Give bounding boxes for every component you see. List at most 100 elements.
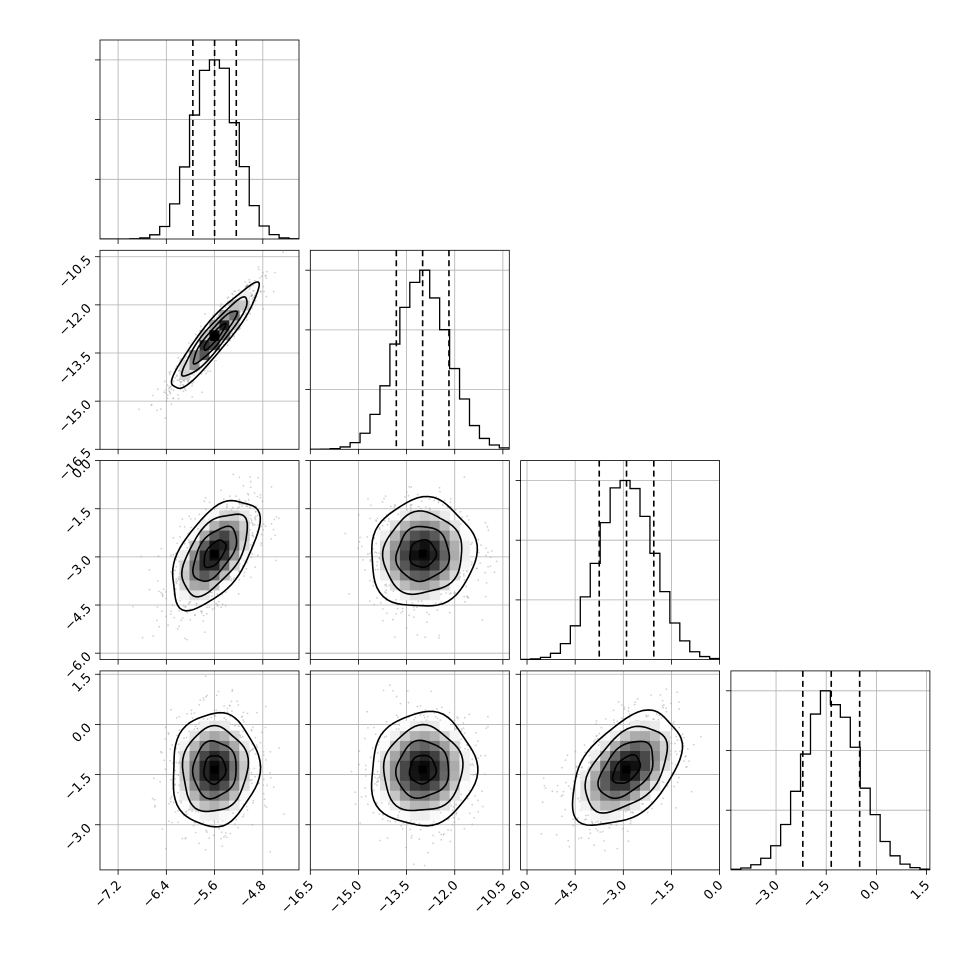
point: [386, 523, 389, 526]
point: [450, 804, 453, 807]
point: [489, 556, 492, 559]
density-cell: [409, 550, 421, 561]
point: [202, 697, 205, 699]
point: [235, 819, 238, 821]
point: [253, 523, 256, 526]
contour-3-1-2: [382, 723, 464, 812]
point: [246, 809, 249, 812]
point: [164, 590, 167, 593]
point: [252, 726, 254, 728]
point: [261, 500, 264, 503]
density-cell: [199, 720, 210, 732]
point: [377, 568, 379, 571]
point: [484, 571, 487, 574]
density-cell: [380, 530, 391, 541]
point: [373, 603, 376, 606]
point: [274, 534, 277, 537]
point: [393, 506, 396, 509]
point: [220, 838, 222, 840]
point: [174, 811, 177, 813]
density-cell: [429, 720, 440, 732]
point: [410, 504, 412, 506]
point: [249, 312, 252, 315]
point: [231, 688, 234, 691]
point: [169, 800, 172, 803]
density-cell: [239, 520, 250, 531]
point: [159, 750, 162, 753]
point: [367, 803, 369, 806]
density-cell: [389, 550, 401, 561]
point: [485, 547, 487, 550]
point: [132, 605, 134, 608]
point: [265, 759, 267, 761]
point: [165, 400, 168, 402]
density-cell: [409, 530, 421, 541]
axes-frame: [99, 249, 300, 450]
point: [475, 744, 477, 747]
density-cell: [209, 570, 220, 581]
x-tick-label-0-1: −6.4: [140, 878, 173, 911]
point: [189, 600, 192, 603]
point: [200, 612, 203, 614]
point: [275, 516, 278, 518]
density-peak: [418, 765, 427, 774]
density-cell: [179, 560, 190, 571]
point: [215, 694, 218, 697]
x-tick-label-1-0: −16.5: [278, 878, 317, 917]
point: [251, 823, 254, 826]
scatter-panel-3-0: −7.2 −6.4 −5.6 −4.8−3.0−1.50.01.5: [62, 670, 300, 911]
point: [169, 748, 172, 751]
point: [180, 619, 183, 622]
density-cell: [429, 730, 440, 741]
point: [480, 544, 482, 546]
point: [394, 504, 396, 507]
point: [251, 307, 254, 310]
density-cell: [179, 590, 190, 601]
point: [233, 577, 235, 579]
point: [472, 764, 475, 767]
point: [250, 749, 252, 751]
point: [379, 839, 381, 842]
point: [190, 518, 192, 520]
point: [246, 712, 249, 715]
point: [205, 372, 208, 375]
point: [484, 754, 487, 757]
point: [264, 726, 267, 729]
point: [183, 737, 185, 740]
point: [438, 486, 441, 489]
point: [455, 813, 458, 816]
density-cell: [179, 570, 190, 581]
density-cell: [449, 570, 460, 581]
density-cell: [199, 329, 210, 341]
point: [191, 384, 194, 387]
point: [428, 507, 431, 510]
point: [241, 503, 244, 506]
point: [481, 619, 484, 621]
point: [381, 818, 384, 821]
point: [477, 538, 480, 541]
point: [233, 290, 235, 293]
point: [250, 556, 253, 559]
point: [174, 769, 177, 772]
density-cell: [209, 530, 220, 541]
point: [169, 392, 172, 395]
point: [489, 565, 492, 568]
density-cell: [419, 720, 431, 732]
point: [375, 801, 378, 804]
point: [188, 342, 190, 344]
density-cell: [429, 580, 440, 591]
point: [414, 716, 417, 719]
point: [477, 757, 480, 760]
point: [370, 458, 372, 460]
point: [443, 499, 446, 501]
point: [159, 408, 162, 411]
point: [237, 704, 240, 706]
point: [418, 822, 421, 825]
density-cell: [239, 740, 250, 751]
density-cell: [229, 780, 240, 791]
point: [364, 775, 367, 777]
point: [244, 500, 247, 503]
density-cell: [219, 580, 230, 591]
point: [450, 592, 452, 594]
